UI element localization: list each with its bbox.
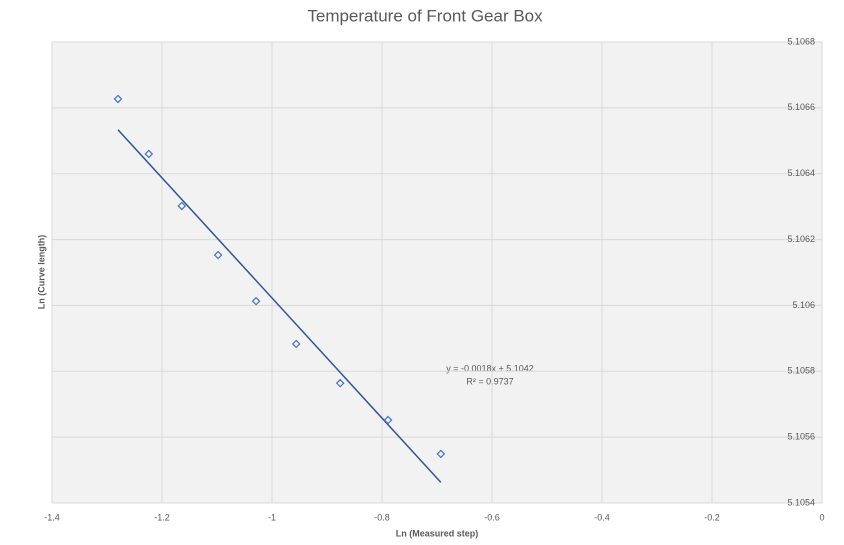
- y-tick-label: 5.1068: [787, 36, 815, 46]
- point: [177, 201, 187, 211]
- x-tick-label: -0.6: [484, 512, 500, 522]
- y-tick-label: 5.1062: [787, 234, 815, 244]
- point: [144, 149, 154, 159]
- plot-area: [52, 42, 822, 503]
- x-tick-label: 0: [819, 512, 824, 522]
- point: [436, 449, 446, 459]
- point: [335, 378, 345, 388]
- x-tick-label: -0.8: [374, 512, 390, 522]
- equation-annotation: y = -0.0018x + 5.1042: [446, 363, 534, 373]
- x-tick-label: -1.2: [154, 512, 170, 522]
- x-tick-label: -0.4: [594, 512, 610, 522]
- trendline: [117, 129, 442, 483]
- x-tick-label: -0.2: [704, 512, 720, 522]
- y-tick-label: 5.1064: [787, 168, 815, 178]
- y-axis-label: Ln (Curve length): [36, 235, 46, 310]
- point: [251, 296, 261, 306]
- point: [113, 94, 123, 104]
- r2-annotation: R² = 0.9737: [466, 376, 513, 386]
- y-tick-label: 5.1056: [787, 432, 815, 442]
- y-tick-label: 5.1058: [787, 366, 815, 376]
- y-tick-label: 5.1054: [787, 497, 815, 507]
- point: [383, 415, 393, 425]
- x-tick-label: -1.4: [44, 512, 60, 522]
- y-tick-label: 5.106: [792, 300, 815, 310]
- x-tick-label: -1: [268, 512, 276, 522]
- x-axis-label: Ln (Measured step): [396, 528, 479, 538]
- y-tick-label: 5.1066: [787, 102, 815, 112]
- point: [213, 250, 223, 260]
- chart-title: Temperature of Front Gear Box: [307, 6, 543, 25]
- point: [291, 339, 301, 349]
